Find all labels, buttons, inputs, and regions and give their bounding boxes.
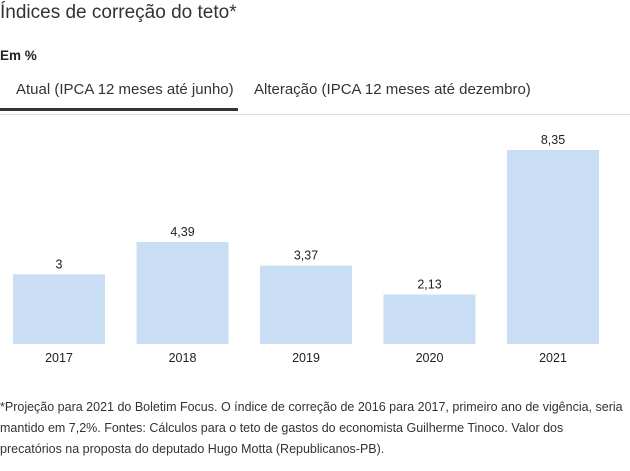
x-tick-label-2021: 2021 [539,351,567,365]
footnote: *Projeção para 2021 do Boletim Focus. O … [0,400,623,456]
value-label-2020: 2,13 [417,278,441,292]
value-label-2017: 3 [56,257,63,271]
value-label-2018: 4,39 [170,225,194,239]
bar-chart: 3 2017 4,39 2018 3,37 2019 2,13 2020 8,35 2021 [13,133,599,365]
x-tick-label-2017: 2017 [45,351,73,365]
bar-2018[interactable] [136,242,229,344]
x-tick-label-2018: 2018 [169,351,197,365]
value-label-2021: 8,35 [541,133,565,147]
bar-2020[interactable] [383,294,476,344]
value-label-2019: 3,37 [294,249,318,263]
tab-bar: Atual (IPCA 12 meses até junho) Alteraçã… [0,72,630,115]
unit-label: Em % [0,48,37,63]
tab-atual[interactable]: Atual (IPCA 12 meses até junho) [0,72,238,111]
bar-2019[interactable] [260,265,352,344]
x-tick-label-2020: 2020 [416,351,444,365]
x-tick-label-2019: 2019 [292,351,320,365]
bar-2021[interactable] [507,150,599,344]
tab-alteracao[interactable]: Alteração (IPCA 12 meses até dezembro) [254,81,531,98]
bar-2017[interactable] [13,274,105,344]
chart-title: Índices de correção do teto* [0,2,237,23]
